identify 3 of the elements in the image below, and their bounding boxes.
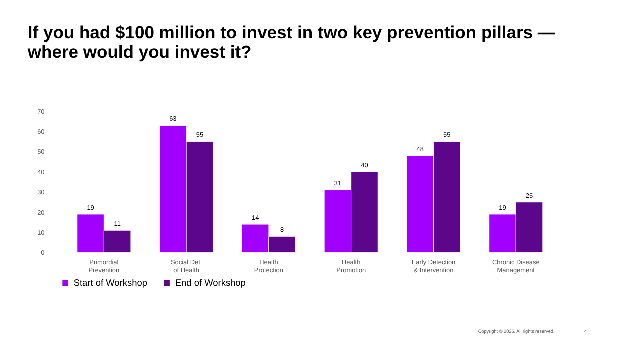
legend-label: Start of Workshop <box>74 278 148 288</box>
legend-label: End of Workshop <box>175 278 246 288</box>
chart-title: If you had $100 million to invest in two key prevention pillars — where would you invest it? <box>26 22 556 62</box>
